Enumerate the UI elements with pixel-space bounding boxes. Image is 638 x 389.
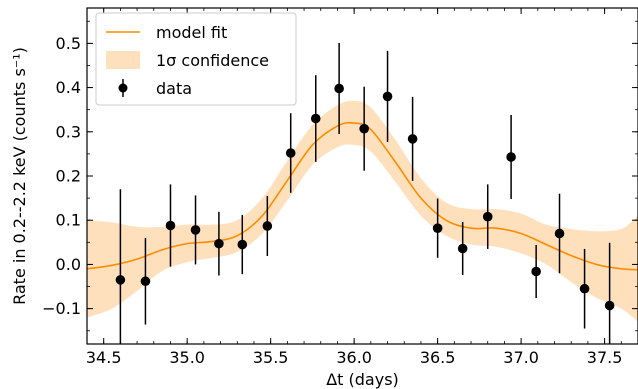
y-tick-label: 0.5 xyxy=(56,34,81,53)
x-tick-label: 36.5 xyxy=(420,348,456,367)
data-point xyxy=(140,276,151,287)
data-point xyxy=(506,152,516,162)
x-tick-label: 35.0 xyxy=(169,348,205,367)
y-tick-label: 0.3 xyxy=(56,122,81,141)
data-point xyxy=(165,220,176,231)
x-tick-label: 35.5 xyxy=(253,348,289,367)
data-point xyxy=(285,148,296,158)
y-tick-label: −0.1 xyxy=(42,299,81,318)
x-axis-label: Δt (days) xyxy=(326,370,399,389)
legend-data-swatch xyxy=(118,83,128,93)
data-point xyxy=(407,134,418,144)
legend: model fit 1σ confidence data xyxy=(95,12,297,106)
data-point xyxy=(310,113,321,124)
data-point xyxy=(237,239,248,250)
confidence-band xyxy=(87,100,638,322)
model-line-layer xyxy=(87,121,638,271)
legend-band-swatch xyxy=(106,51,140,69)
model-fit-line xyxy=(87,121,638,271)
y-axis-label: Rate in 0.2--2.2 keV (counts s⁻¹) xyxy=(10,47,29,305)
y-tick-label: 0.4 xyxy=(56,78,81,97)
data-point xyxy=(604,300,615,311)
legend-band-label: 1σ confidence xyxy=(156,51,269,70)
x-tick-label: 37.5 xyxy=(587,348,623,367)
data-point xyxy=(531,266,541,277)
x-tick-label: 34.5 xyxy=(86,348,122,367)
data-point xyxy=(432,223,443,233)
data-point xyxy=(359,123,369,134)
confidence-band-layer xyxy=(87,100,638,322)
legend-data-label: data xyxy=(156,79,192,98)
data-point xyxy=(457,243,468,254)
y-tick-label: 0.2 xyxy=(56,167,81,186)
data-point xyxy=(115,275,126,285)
data-point xyxy=(482,211,493,222)
legend-box xyxy=(95,12,297,106)
legend-model-label: model fit xyxy=(156,23,227,42)
data-point xyxy=(262,221,273,231)
data-point xyxy=(190,225,201,235)
data-point xyxy=(382,91,393,102)
data-point xyxy=(579,283,590,294)
x-tick-label: 36.0 xyxy=(336,348,372,367)
axis-ticks: 34.5 35.0 35.5 36.0 36.5 37.0 37.5 −0.1 0.0 0.1 0.… xyxy=(42,8,638,367)
data-point xyxy=(554,228,565,239)
x-tick-label: 37.0 xyxy=(503,348,539,367)
data-point xyxy=(214,238,224,249)
data-points-layer xyxy=(115,42,615,344)
y-tick-label: 0.0 xyxy=(56,255,81,274)
data-point xyxy=(334,83,344,94)
y-tick-label: 0.1 xyxy=(56,211,81,230)
